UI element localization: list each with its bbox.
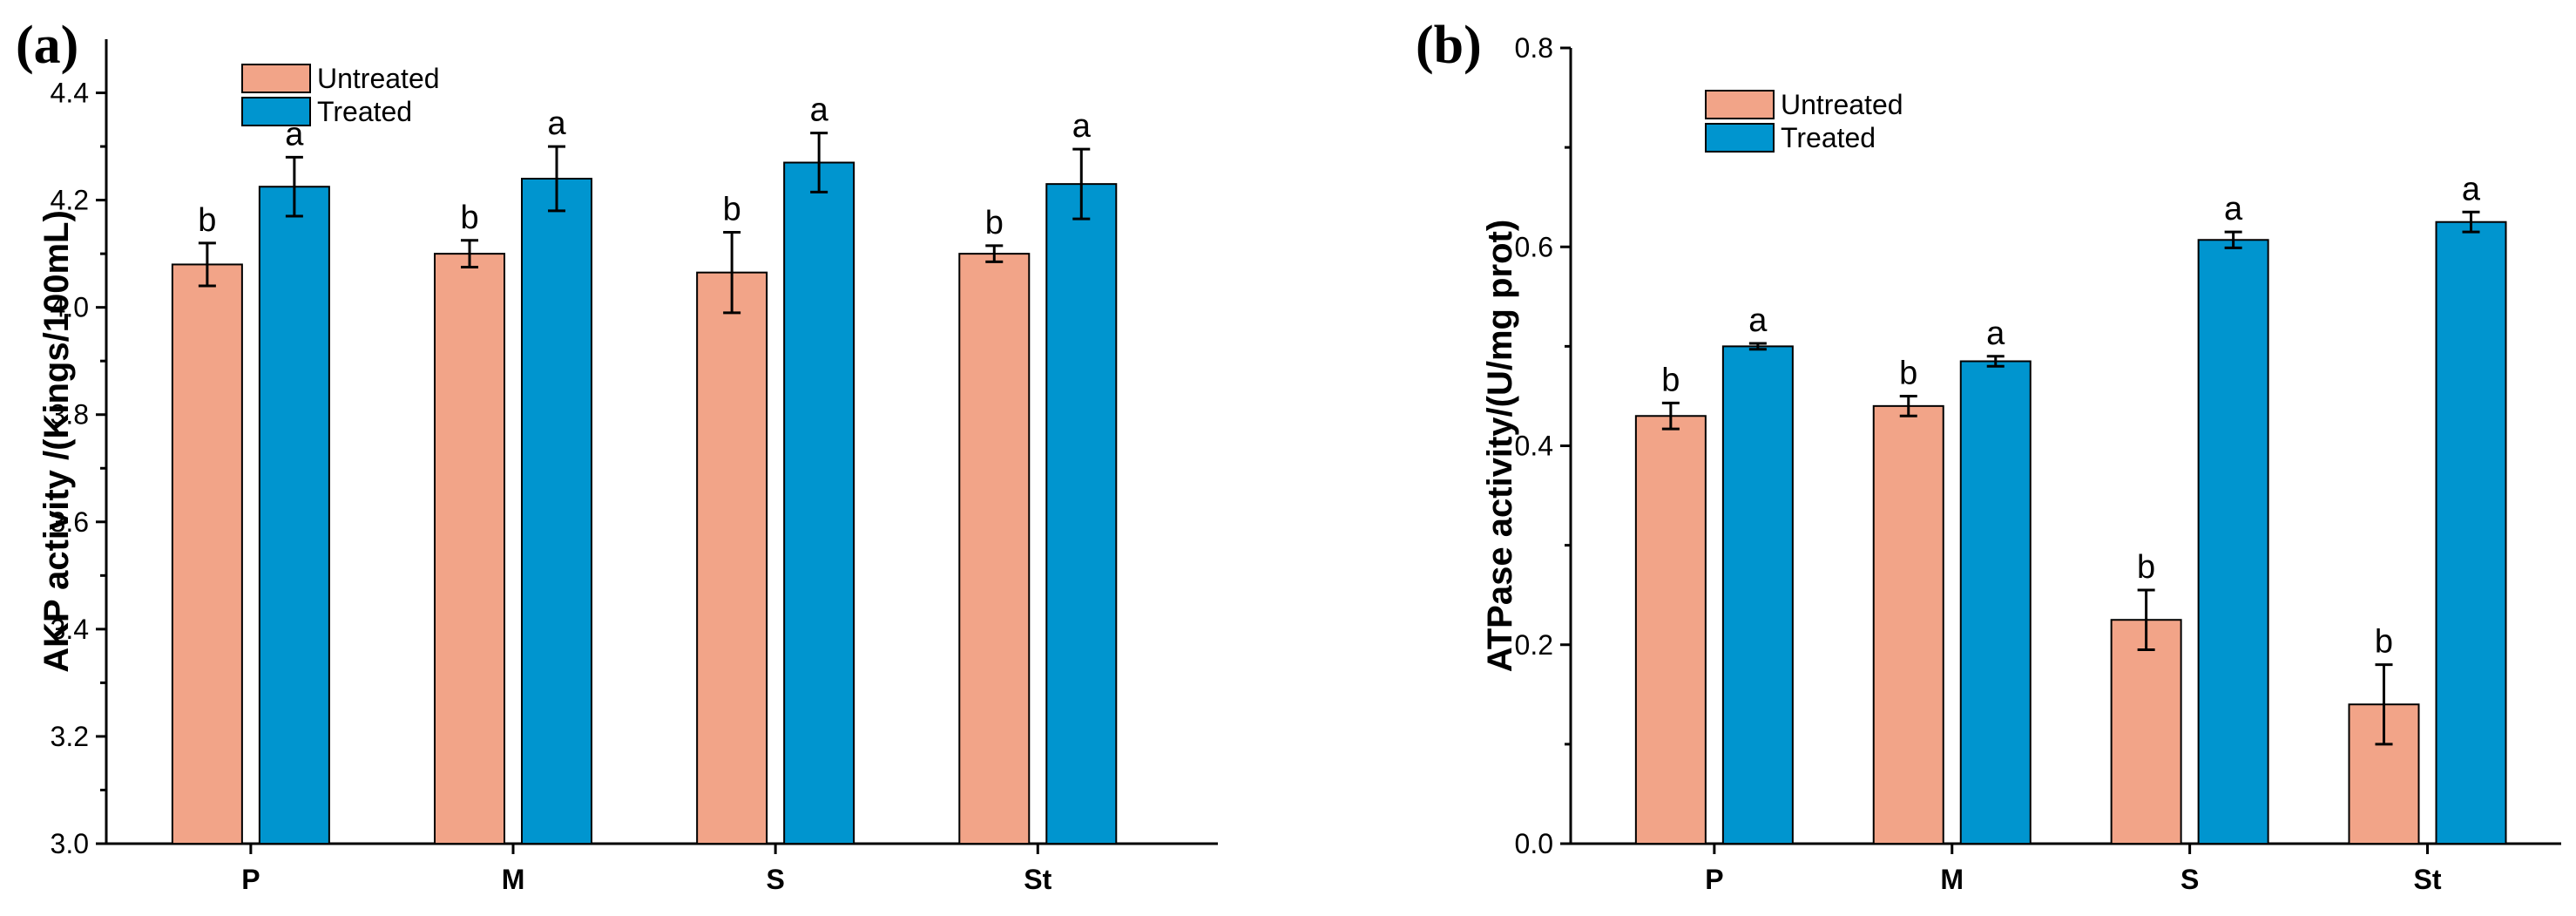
panel-label: (a) xyxy=(16,16,78,75)
y-tick-label: 3.4 xyxy=(51,614,89,645)
chart-panel-b: (b) 0.0 0.2 0.4 0.6 0.8 ATPase activity/(U/mg … xyxy=(1416,16,2561,895)
significance-label: b xyxy=(985,205,1004,241)
legend-label: Treated xyxy=(1781,122,1876,153)
legend-swatch-untreated xyxy=(241,64,311,93)
significance-label: b xyxy=(198,202,216,239)
x-tick-label: M xyxy=(502,864,525,895)
significance-label: a xyxy=(2224,191,2243,227)
significance-label: b xyxy=(2375,624,2393,661)
x-tick-label: M xyxy=(1940,864,1964,895)
significance-label: a xyxy=(1072,108,1092,145)
bar-untreated-m xyxy=(434,253,506,845)
significance-label: a xyxy=(547,105,566,142)
x-tick-label: St xyxy=(1024,864,1051,895)
bar-untreated-p xyxy=(171,263,243,845)
legend-label: Treated xyxy=(317,96,412,127)
significance-label: b xyxy=(460,200,478,236)
y-tick-label: 0.0 xyxy=(1515,828,1553,859)
bar-treated-st xyxy=(2435,221,2507,845)
bar-untreated-m xyxy=(1872,404,1944,845)
legend-swatch-treated xyxy=(241,97,311,126)
significance-label: b xyxy=(1661,362,1680,398)
bar-untreated-st xyxy=(958,253,1031,845)
x-tick-label: P xyxy=(1705,864,1723,895)
legend-swatch-treated xyxy=(1705,123,1775,153)
chart-panel-a: (a) 3.0 3.2 3.4 3.6 3.8 4.0 4.2 4.4 AKP activity … xyxy=(16,16,1218,895)
bar-treated-s xyxy=(783,161,855,845)
legend-label: Untreated xyxy=(1781,89,1903,120)
bar-untreated-s xyxy=(2110,619,2182,845)
y-axis-title: AKP activity /(Kings/100mL) xyxy=(37,210,76,673)
x-tick-label: S xyxy=(766,864,784,895)
y-tick-label: 3.6 xyxy=(51,506,89,538)
significance-label: a xyxy=(1986,316,2005,352)
significance-label: a xyxy=(810,92,829,129)
y-tick-label: 0.6 xyxy=(1515,231,1553,262)
significance-label: a xyxy=(1748,302,1768,339)
bar-untreated-s xyxy=(696,271,768,845)
significance-label: b xyxy=(2137,549,2155,586)
y-tick-label: 4.2 xyxy=(51,185,89,216)
y-tick-label: 0.4 xyxy=(1515,431,1553,462)
y-tick-label: 0.2 xyxy=(1515,629,1553,661)
x-tick-label: St xyxy=(2414,864,2442,895)
bar-treated-p xyxy=(258,186,330,845)
significance-label: b xyxy=(723,192,741,228)
panel-label: (b) xyxy=(1416,16,1482,75)
y-tick-label: 0.8 xyxy=(1515,32,1553,64)
y-tick-label: 3.0 xyxy=(51,828,89,859)
y-tick-label: 4.4 xyxy=(51,78,89,109)
bar-untreated-p xyxy=(1634,415,1707,845)
legend-swatch-untreated xyxy=(1705,90,1775,119)
y-tick-label: 3.8 xyxy=(51,399,89,431)
x-tick-label: S xyxy=(2180,864,2199,895)
significance-label: b xyxy=(1899,355,1917,391)
y-tick-label: 4.0 xyxy=(51,292,89,323)
bar-treated-m xyxy=(1959,360,2032,845)
bar-treated-p xyxy=(1721,345,1794,845)
significance-label: a xyxy=(2462,171,2481,207)
legend-label: Untreated xyxy=(317,63,440,94)
y-tick-label: 3.2 xyxy=(51,721,89,752)
bar-treated-m xyxy=(521,177,593,845)
x-tick-label: P xyxy=(241,864,260,895)
bar-treated-s xyxy=(2197,239,2269,845)
y-axis-title: ATPase activity/(U/mg prot) xyxy=(1481,220,1519,672)
bar-treated-st xyxy=(1045,183,1118,845)
